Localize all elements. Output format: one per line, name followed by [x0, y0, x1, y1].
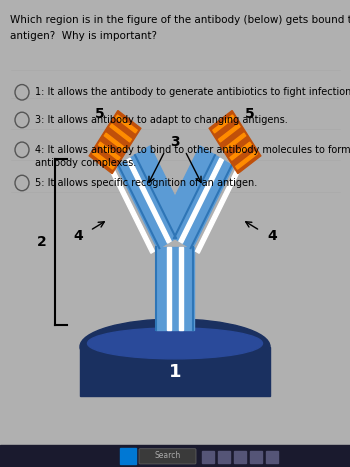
Polygon shape [209, 111, 261, 174]
Polygon shape [224, 133, 246, 151]
Bar [80, 347, 270, 396]
Polygon shape [230, 142, 251, 160]
Polygon shape [89, 111, 141, 174]
Text: 2: 2 [37, 234, 47, 248]
Text: Which region is in the figure of the antibody (below) gets bound to an: Which region is in the figure of the ant… [10, 15, 350, 25]
Polygon shape [213, 115, 234, 133]
Bar [179, 247, 183, 330]
Polygon shape [218, 124, 240, 142]
Polygon shape [116, 115, 137, 133]
Text: 4: 4 [267, 229, 277, 243]
Bar [156, 247, 194, 330]
Text: 3: 3 [170, 135, 180, 149]
Text: 1: 1 [169, 363, 181, 381]
Text: 4: It allows antibody to bind to other antibody molecules to form larger: 4: It allows antibody to bind to other a… [35, 145, 350, 155]
Text: 3: It allows antibody to adapt to changing antigens.: 3: It allows antibody to adapt to changi… [35, 115, 288, 125]
Ellipse shape [80, 319, 270, 375]
Text: 1: It allows the antibody to generate antibiotics to fight infections.: 1: It allows the antibody to generate an… [35, 87, 350, 97]
Polygon shape [104, 133, 126, 151]
Polygon shape [236, 151, 257, 169]
Bar [266, 451, 278, 463]
Polygon shape [196, 168, 240, 253]
Bar [234, 451, 246, 463]
Polygon shape [110, 168, 154, 253]
Ellipse shape [88, 328, 262, 359]
Bar [250, 451, 262, 463]
Polygon shape [117, 146, 191, 249]
Bar [0, 445, 350, 467]
Text: 5: 5 [95, 107, 105, 121]
Polygon shape [159, 146, 233, 249]
Bar [218, 451, 230, 463]
Text: antibody complexes.: antibody complexes. [35, 158, 136, 168]
Polygon shape [93, 151, 114, 169]
Polygon shape [110, 124, 132, 142]
Polygon shape [179, 158, 223, 243]
Text: 5: 5 [245, 107, 255, 121]
Text: Search: Search [155, 451, 181, 460]
Bar [202, 451, 214, 463]
Text: 5: It allows specific recognition of an antigen.: 5: It allows specific recognition of an … [35, 178, 257, 188]
Text: 4: 4 [73, 229, 83, 243]
Bar [167, 247, 171, 330]
Text: antigen?  Why is important?: antigen? Why is important? [10, 31, 157, 42]
Polygon shape [99, 142, 120, 160]
Polygon shape [127, 158, 171, 243]
Bar [120, 448, 136, 464]
FancyBboxPatch shape [139, 449, 196, 464]
